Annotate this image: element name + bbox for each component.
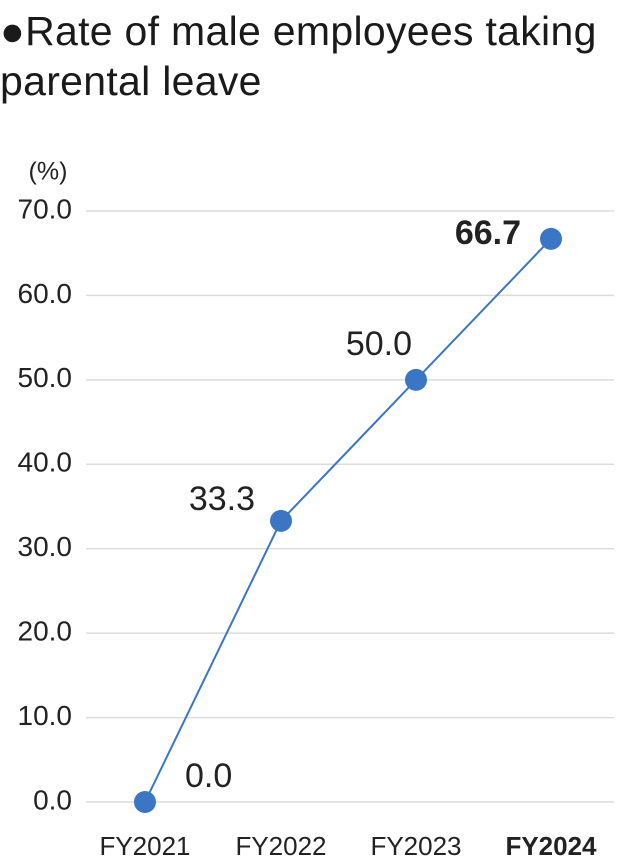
y-tick-label: 10.0 bbox=[18, 700, 73, 731]
x-tick-label: FY2021 bbox=[99, 831, 190, 861]
x-tick-label: FY2024 bbox=[505, 831, 597, 861]
y-tick-label: 40.0 bbox=[18, 447, 73, 478]
y-tick-label: 70.0 bbox=[18, 193, 73, 224]
y-tick-label: 50.0 bbox=[18, 362, 73, 393]
data-label: 0.0 bbox=[185, 757, 232, 795]
x-tick-label: FY2022 bbox=[235, 831, 326, 861]
data-label: 33.3 bbox=[189, 480, 255, 518]
line bbox=[144, 238, 552, 803]
y-tick-label: 0.0 bbox=[33, 784, 72, 815]
data-label: 66.7 bbox=[455, 214, 521, 252]
y-tick-label: 60.0 bbox=[18, 278, 73, 309]
marker bbox=[405, 368, 427, 391]
y-axis-unit: (%) bbox=[29, 158, 68, 186]
data-label: 50.0 bbox=[346, 325, 412, 363]
y-tick-label: 20.0 bbox=[18, 616, 73, 647]
x-tick-label: FY2023 bbox=[370, 831, 461, 861]
marker bbox=[270, 509, 292, 532]
y-tick-label: 30.0 bbox=[18, 531, 73, 562]
marker bbox=[134, 791, 156, 813]
marker bbox=[540, 227, 562, 250]
chart-title: ●Rate of male employees taking parental … bbox=[0, 8, 597, 104]
